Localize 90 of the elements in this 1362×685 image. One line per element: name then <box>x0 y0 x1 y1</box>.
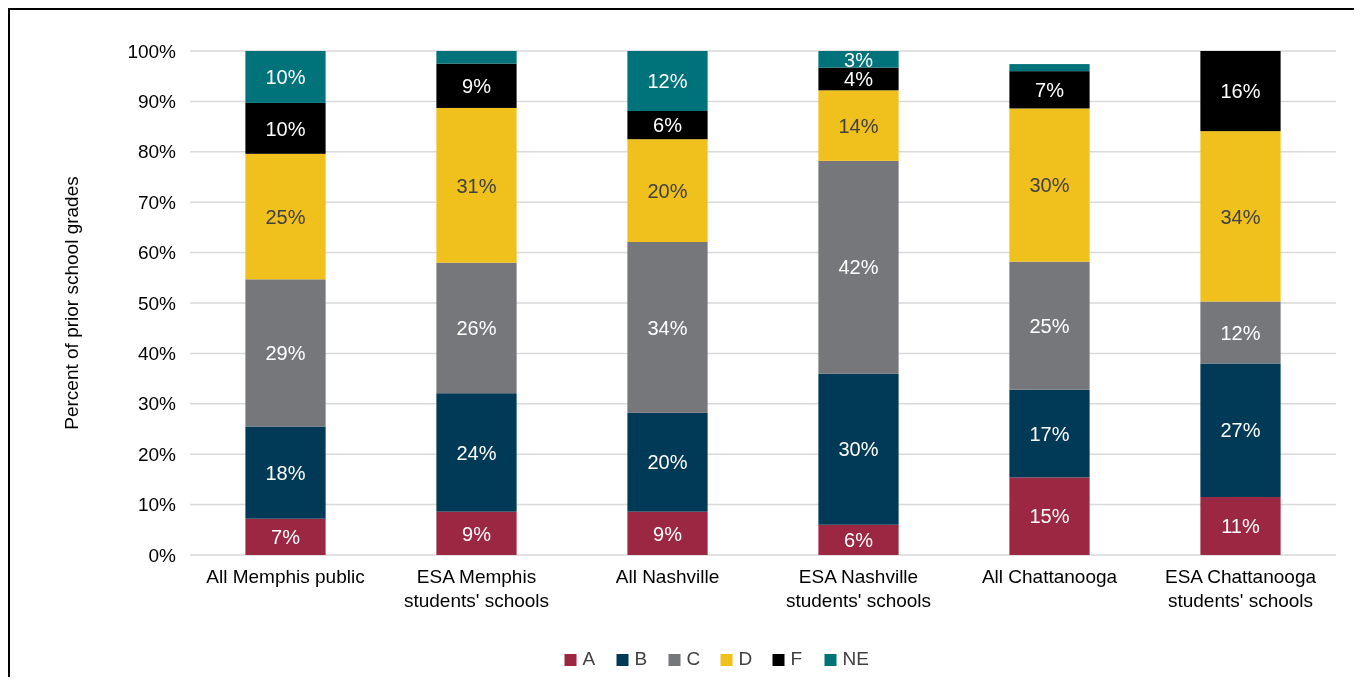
x-tick-label: All Chattanooga <box>981 566 1118 587</box>
data-label: 16% <box>1220 80 1261 103</box>
data-label: 24% <box>456 441 497 464</box>
bar <box>1009 261 1090 390</box>
bar <box>818 373 899 525</box>
data-label: 20% <box>647 179 688 202</box>
legend-label: C <box>686 648 701 669</box>
y-tick-label: 0% <box>148 544 177 566</box>
y-tick-label: 30% <box>137 393 177 415</box>
data-label: 25% <box>1029 314 1070 337</box>
bar <box>818 90 899 161</box>
y-tick-label: 70% <box>137 191 177 213</box>
data-label: 14% <box>838 114 879 137</box>
bar <box>1200 363 1281 498</box>
bar <box>245 426 326 519</box>
legend-label: D <box>738 648 753 669</box>
bar <box>627 511 708 555</box>
data-label: 27% <box>1220 419 1261 442</box>
bar <box>436 511 517 555</box>
bar <box>436 393 517 512</box>
data-label: 7% <box>1035 79 1065 102</box>
data-label: 10% <box>265 117 306 140</box>
data-label: 9% <box>462 522 492 545</box>
bar <box>627 51 708 111</box>
bar <box>1200 51 1281 132</box>
bar <box>1200 131 1281 302</box>
data-label: 42% <box>838 256 879 279</box>
legend-label: A <box>582 648 596 669</box>
legend-label: NE <box>842 648 869 669</box>
bar <box>436 51 517 64</box>
data-label: 25% <box>265 205 306 228</box>
legend-label: B <box>634 648 648 669</box>
data-label: 30% <box>838 438 879 461</box>
data-label: 9% <box>653 522 683 545</box>
bar <box>1200 497 1281 555</box>
data-label: 30% <box>1029 174 1070 197</box>
x-tick-label: ESA Memphis students' schools <box>403 566 550 611</box>
bar <box>1009 64 1090 72</box>
data-label: 11% <box>1221 515 1260 538</box>
data-label: 34% <box>647 316 688 339</box>
data-label: 10% <box>265 66 306 89</box>
data-label: 20% <box>647 451 688 474</box>
data-label: 17% <box>1029 422 1070 445</box>
y-tick-label: 20% <box>137 443 177 465</box>
y-tick-label: 60% <box>137 242 177 264</box>
data-label: 18% <box>265 461 306 484</box>
data-label: 6% <box>844 529 874 552</box>
bar <box>245 153 326 280</box>
y-tick-label: 90% <box>137 91 177 113</box>
data-label: 26% <box>456 317 497 340</box>
data-label: 12% <box>1220 321 1261 344</box>
data-label: 6% <box>653 114 683 137</box>
data-label: 31% <box>456 174 497 197</box>
x-tick-label: All Nashville <box>615 566 720 587</box>
bar <box>627 242 708 413</box>
data-label: 34% <box>1220 205 1261 228</box>
bar <box>627 110 708 140</box>
y-tick-label: 10% <box>137 494 177 516</box>
data-label: 15% <box>1029 505 1070 528</box>
x-tick-label: ESA Chattanooga students' schools <box>1164 566 1317 611</box>
bar <box>245 102 326 154</box>
bar <box>1009 108 1090 262</box>
x-tick-label: ESA Nashville students' schools <box>785 566 932 611</box>
bar <box>1009 71 1090 109</box>
data-label: 3% <box>844 48 874 71</box>
y-axis-title: Percent of prior school grades <box>61 176 82 430</box>
bar <box>1009 389 1090 478</box>
bar <box>245 518 326 555</box>
y-tick-label: 50% <box>137 292 177 314</box>
bar <box>1200 301 1281 364</box>
data-label: 4% <box>844 68 874 91</box>
bar <box>818 524 899 555</box>
legend-label: F <box>790 648 803 669</box>
bar <box>245 279 326 427</box>
bar <box>436 262 517 394</box>
bar <box>245 51 326 103</box>
bar <box>627 139 708 243</box>
y-tick-label: 100% <box>127 40 177 62</box>
data-label: 7% <box>271 526 301 549</box>
bar <box>818 160 899 374</box>
x-tick-label: All Memphis public <box>206 566 365 587</box>
data-label: 12% <box>647 70 688 93</box>
bar <box>436 63 517 108</box>
data-label: 29% <box>265 342 306 365</box>
y-tick-label: 80% <box>137 141 177 163</box>
bar <box>1009 477 1090 555</box>
bar <box>627 412 708 512</box>
bar <box>436 107 517 263</box>
data-label: 9% <box>462 74 492 97</box>
y-tick-label: 40% <box>137 343 177 365</box>
